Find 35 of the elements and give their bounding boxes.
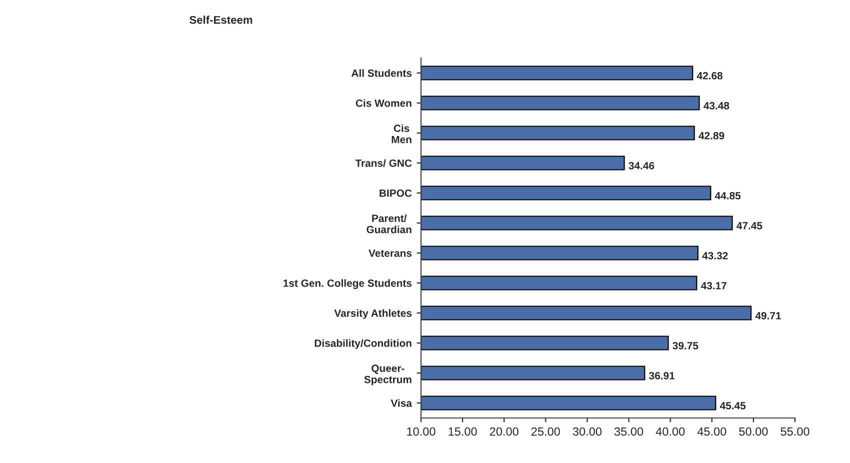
- y-tick-label: Cis Men: [392, 124, 412, 144]
- data-label: 36.91: [649, 372, 675, 380]
- data-label: 45.45: [720, 402, 746, 410]
- data-label: 42.89: [698, 132, 724, 140]
- y-tick-label: 1st Gen. College Students: [284, 279, 412, 289]
- y-tick-label: Visa: [390, 399, 412, 407]
- y-tick-label: Veterans: [368, 250, 412, 257]
- data-label: 43.17: [700, 282, 726, 290]
- y-tick-label: Varsity Athletes: [334, 309, 412, 319]
- y-tick-label: BIPOC: [380, 190, 412, 197]
- data-label: 43.32: [702, 252, 728, 260]
- text: Self-Esteem: [190, 16, 252, 24]
- x-tick-label: 50.00: [739, 427, 768, 436]
- data-label: 49.71: [755, 312, 781, 320]
- data-label: 34.46: [628, 162, 654, 170]
- x-tick-label: 25.00: [531, 427, 560, 436]
- y-tick-label: Cis Women: [356, 99, 412, 107]
- data-label: 43.48: [704, 102, 730, 110]
- x-tick-label: 30.00: [572, 427, 602, 436]
- y-tick-label: Parent/ Guardian: [366, 214, 412, 234]
- x-tick-label: 35.00: [614, 427, 644, 436]
- x-tick-label: 15.00: [448, 427, 477, 436]
- data-label: 47.45: [736, 222, 762, 230]
- x-tick-label: 40.00: [656, 427, 685, 436]
- y-tick-label: All Students: [351, 69, 412, 77]
- x-tick-label: 55.00: [780, 427, 810, 436]
- y-tick-label: Queer- Spectrum: [364, 364, 412, 386]
- x-tick-label: 10.00: [407, 427, 436, 436]
- y-tick-label: Disability/Condition: [314, 339, 412, 349]
- x-tick-label: 20.00: [490, 427, 518, 436]
- x-tick-label: 45.00: [697, 427, 726, 436]
- data-label: 44.85: [714, 192, 741, 200]
- data-label: 42.68: [696, 72, 723, 80]
- data-label: 39.75: [672, 342, 698, 350]
- y-tick-label: Trans/ GNC: [355, 159, 412, 167]
